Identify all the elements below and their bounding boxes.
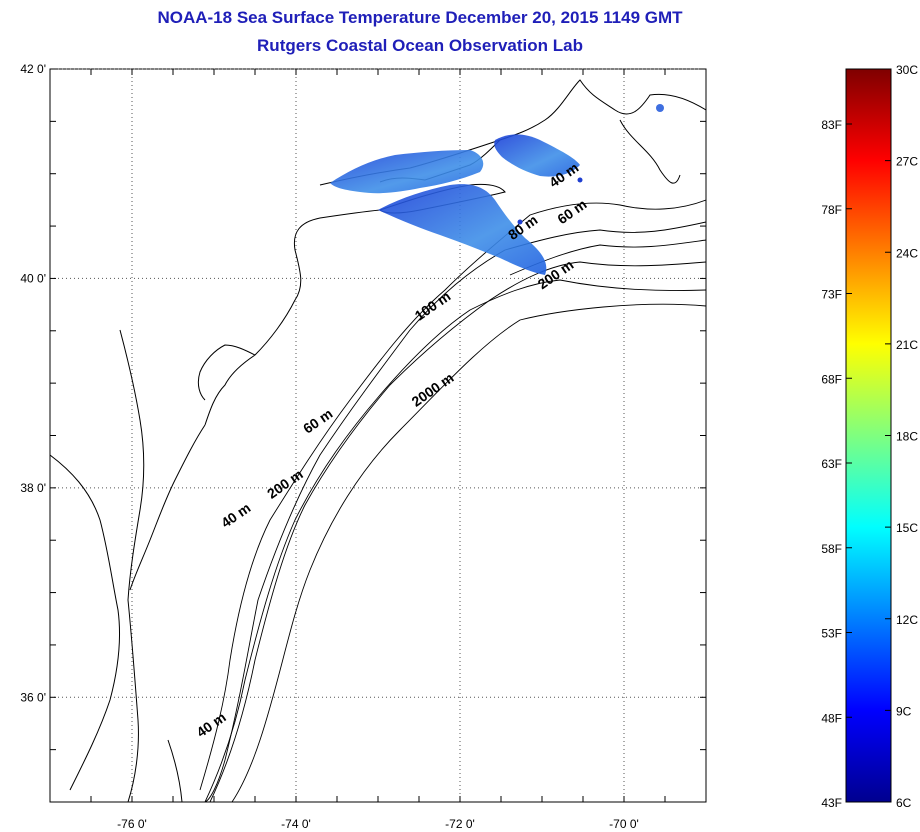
colorbar-label-c: 27C [896,155,918,169]
colorbar-label-f: 68F [821,372,842,386]
colorbar-label-f: 83F [821,118,842,132]
figure-subtitle: Rutgers Coastal Ocean Observation Lab [257,36,583,55]
contour-100m [209,261,706,802]
colorbar-label-f: 58F [821,542,842,556]
colorbar: 30C 27C 24C 21C 18C 15C 12C 9C 6C 83F 78F 73F 68F 63F… [821,63,918,810]
colorbar-label-f: 48F [821,711,842,725]
colorbar-label-f: 53F [821,627,842,641]
coastline-cape-cod [619,119,681,184]
colorbar-label-c: 15C [896,521,918,535]
coastline-outer-banks [167,739,183,802]
lon-tick-label: -72 0' [445,817,475,831]
colorbar-label-c: 30C [896,63,918,77]
sst-swath-shelf [378,184,547,275]
figure-title: NOAA-18 Sea Surface Temperature December… [157,8,683,27]
coastline-virginia-nc [127,599,139,802]
colorbar-label-f: 73F [821,288,842,302]
lat-tick-label: 36 0' [20,690,46,704]
colorbar-label-c: 24C [896,246,918,260]
sst-swaths [330,104,664,275]
sst-spot-cape-cod [656,104,664,112]
lat-tick-label: 40 0' [20,271,46,285]
contour-60m [204,221,706,802]
colorbar-label-c: 9C [896,704,912,718]
lon-tick-label: -74 0' [281,817,311,831]
colorbar-labels: 30C 27C 24C 21C 18C 15C 12C 9C 6C 83F 78F 73F 68F 63F… [821,63,918,810]
colorbar-label-f: 63F [821,457,842,471]
axis-ticks [49,68,707,803]
colorbar-ticks [846,68,891,803]
contour-2000m [231,303,706,802]
colorbar-label-c: 12C [896,613,918,627]
coastline-delmarva [129,424,206,591]
colorbar-label-c: 18C [896,430,918,444]
axis-tick-labels: -76 0' -74 0' -72 0' -70 0' 42 0' 40 0' 38 0' 3… [20,62,638,831]
colorbar-label-f: 43F [821,796,842,810]
bathymetry-contours [199,199,706,802]
coastline-western-shore [50,454,121,791]
colorbar-gradient [845,68,892,803]
lon-tick-label: -76 0' [117,817,147,831]
coastline-chesapeake-bay [119,329,145,601]
sst-spot-nantucket [577,177,583,183]
coastline-new-jersey [204,209,381,426]
contour-200m [204,279,706,802]
lat-tick-label: 38 0' [20,481,46,495]
colorbar-label-c: 6C [896,796,912,810]
contour-40m [199,199,706,791]
lat-tick-label: 42 0' [20,62,46,76]
sst-swath-north [330,150,484,194]
colorbar-label-c: 21C [896,338,918,352]
coastline-delaware-bay [197,344,256,401]
colorbar-label-f: 78F [821,203,842,217]
sst-swath-east [494,134,580,177]
lon-tick-label: -70 0' [609,817,639,831]
sst-spot-shelf [517,219,523,225]
